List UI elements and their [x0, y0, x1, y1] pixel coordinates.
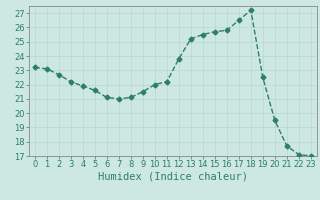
X-axis label: Humidex (Indice chaleur): Humidex (Indice chaleur) — [98, 172, 248, 182]
